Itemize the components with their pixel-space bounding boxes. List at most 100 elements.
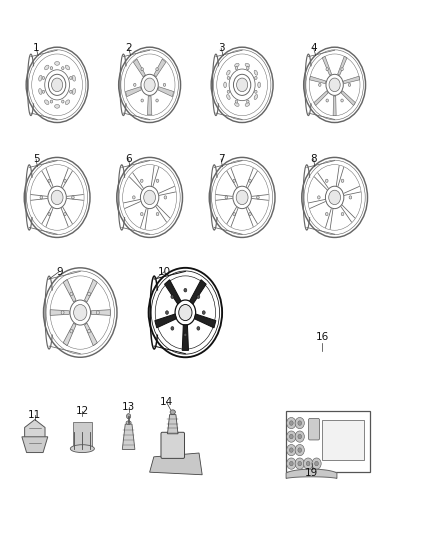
Circle shape	[42, 76, 45, 79]
Circle shape	[249, 213, 251, 216]
Circle shape	[287, 431, 296, 442]
Circle shape	[70, 292, 73, 296]
Circle shape	[325, 179, 328, 182]
Circle shape	[235, 67, 238, 70]
Circle shape	[227, 76, 230, 79]
Circle shape	[197, 295, 200, 298]
Ellipse shape	[45, 100, 49, 104]
Ellipse shape	[224, 82, 226, 87]
Circle shape	[225, 196, 228, 199]
Circle shape	[227, 90, 230, 93]
Circle shape	[48, 213, 50, 216]
Ellipse shape	[254, 70, 258, 75]
Circle shape	[287, 445, 296, 456]
Ellipse shape	[72, 75, 75, 81]
Circle shape	[70, 76, 72, 79]
Text: 16: 16	[315, 332, 328, 342]
Circle shape	[141, 99, 143, 102]
Text: 19: 19	[305, 468, 318, 478]
Circle shape	[235, 100, 238, 103]
Circle shape	[318, 83, 321, 86]
Circle shape	[70, 90, 72, 93]
Polygon shape	[148, 96, 152, 115]
Circle shape	[133, 196, 135, 199]
Circle shape	[171, 327, 174, 330]
Text: 7: 7	[218, 154, 224, 164]
Polygon shape	[190, 280, 206, 304]
Circle shape	[156, 68, 158, 71]
Circle shape	[341, 213, 344, 216]
Text: 13: 13	[122, 402, 135, 412]
Text: 5: 5	[33, 154, 39, 164]
Ellipse shape	[55, 104, 60, 108]
Circle shape	[326, 68, 328, 71]
Polygon shape	[63, 279, 76, 302]
Circle shape	[141, 179, 143, 182]
Polygon shape	[343, 76, 360, 84]
Ellipse shape	[258, 82, 261, 87]
Circle shape	[290, 448, 293, 453]
Circle shape	[287, 458, 296, 469]
Circle shape	[348, 83, 351, 86]
Polygon shape	[341, 91, 355, 106]
Circle shape	[325, 213, 328, 216]
Circle shape	[306, 462, 310, 466]
Ellipse shape	[235, 63, 239, 67]
Circle shape	[314, 462, 318, 466]
Polygon shape	[63, 323, 76, 345]
Circle shape	[64, 213, 66, 216]
Text: 2: 2	[125, 43, 132, 53]
Circle shape	[341, 68, 343, 71]
Ellipse shape	[72, 88, 75, 94]
Circle shape	[70, 329, 73, 333]
Circle shape	[318, 196, 320, 199]
Circle shape	[51, 190, 63, 205]
Ellipse shape	[170, 410, 175, 414]
Circle shape	[197, 327, 200, 330]
Circle shape	[156, 179, 159, 182]
Circle shape	[298, 448, 302, 453]
Circle shape	[298, 421, 302, 425]
Circle shape	[134, 83, 136, 86]
Circle shape	[50, 100, 53, 103]
Circle shape	[141, 213, 143, 216]
Text: 10: 10	[158, 266, 171, 277]
Circle shape	[62, 67, 64, 70]
Polygon shape	[50, 310, 69, 316]
Circle shape	[298, 462, 302, 466]
Polygon shape	[158, 87, 174, 96]
Circle shape	[349, 196, 352, 199]
Ellipse shape	[65, 100, 70, 104]
Polygon shape	[322, 56, 332, 75]
Circle shape	[42, 90, 45, 93]
Circle shape	[341, 179, 344, 182]
Circle shape	[295, 417, 304, 429]
Ellipse shape	[126, 421, 131, 424]
Polygon shape	[133, 59, 145, 77]
Circle shape	[184, 288, 187, 292]
Circle shape	[237, 78, 248, 92]
Circle shape	[88, 329, 91, 333]
Circle shape	[141, 68, 143, 71]
Ellipse shape	[71, 445, 94, 453]
Circle shape	[298, 434, 302, 439]
Polygon shape	[85, 279, 97, 302]
Circle shape	[254, 90, 257, 93]
Circle shape	[52, 78, 63, 92]
Polygon shape	[165, 280, 181, 304]
Polygon shape	[286, 469, 337, 479]
Circle shape	[233, 213, 236, 216]
Polygon shape	[182, 325, 188, 350]
Polygon shape	[194, 314, 216, 328]
Polygon shape	[150, 453, 202, 475]
Text: 1: 1	[33, 43, 39, 53]
Circle shape	[156, 99, 158, 102]
Circle shape	[40, 196, 42, 199]
Polygon shape	[85, 323, 97, 345]
Circle shape	[144, 190, 155, 205]
Polygon shape	[122, 424, 135, 449]
Circle shape	[295, 431, 304, 442]
Text: 14: 14	[160, 397, 173, 407]
FancyBboxPatch shape	[308, 418, 319, 440]
Circle shape	[247, 67, 249, 70]
